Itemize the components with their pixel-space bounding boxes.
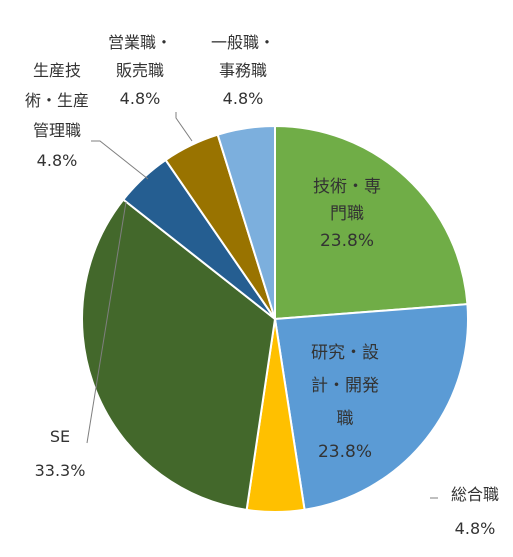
leader-lines	[86, 112, 438, 499]
slice-label-4: 生産技術・生産管理職 4.8%	[25, 61, 89, 170]
slice-name-line-1-2: 職	[337, 409, 354, 429]
slice-name-line-3-0: SE	[50, 427, 70, 446]
pie-slices	[81, 124, 469, 513]
slice-percent-6: 4.8%	[223, 89, 264, 108]
slice-percent-2: 4.8%	[455, 519, 496, 538]
slice-labels: 技術・専門職 23.8% 研究・設計・開発職 23.8% 総合職 4.8% SE 33.3% 生…	[25, 33, 499, 538]
slice-label-2: 総合職 4.8%	[451, 485, 499, 538]
slice-name-line-1-1: 計・開発	[311, 376, 379, 396]
leader-line-5	[175, 112, 193, 142]
leader-line-4	[91, 140, 149, 180]
slice-label-1: 研究・設計・開発職 23.8%	[311, 343, 379, 462]
slice-name-line-4-0: 生産技	[33, 61, 81, 80]
slice-name-line-4-1: 術・生産	[25, 91, 89, 110]
slice-name-line-2-0: 総合職	[451, 485, 499, 504]
slice-name-line-6-1: 事務職	[219, 61, 267, 80]
slice-name-line-5-1: 販売職	[116, 61, 164, 80]
slice-name-line-6-0: 一般職・	[211, 33, 275, 52]
slice-label-5: 営業職・販売職 4.8%	[108, 33, 172, 108]
pie-slice-6	[216, 124, 276, 320]
slice-name-line-0-1: 門職	[330, 204, 364, 224]
leader-line-3	[86, 201, 127, 444]
pie-slice-1	[273, 303, 469, 511]
slice-percent-0: 23.8%	[320, 231, 374, 251]
slice-name-line-5-0: 営業職・	[108, 33, 172, 52]
slice-name-line-0-0: 技術・専	[313, 177, 381, 197]
pie-slice-0	[274, 124, 469, 321]
slice-label-0: 技術・専門職 23.8%	[313, 177, 381, 251]
slice-percent-3: 33.3%	[35, 461, 86, 480]
slice-percent-1: 23.8%	[318, 442, 372, 462]
slice-name-line-4-2: 管理職	[33, 121, 81, 140]
slice-label-3: SE 33.3%	[35, 427, 86, 480]
slice-percent-4: 4.8%	[37, 151, 78, 170]
slice-percent-5: 4.8%	[120, 89, 161, 108]
slice-name-line-1-0: 研究・設	[311, 343, 379, 363]
slice-label-6: 一般職・事務職 4.8%	[211, 33, 275, 108]
